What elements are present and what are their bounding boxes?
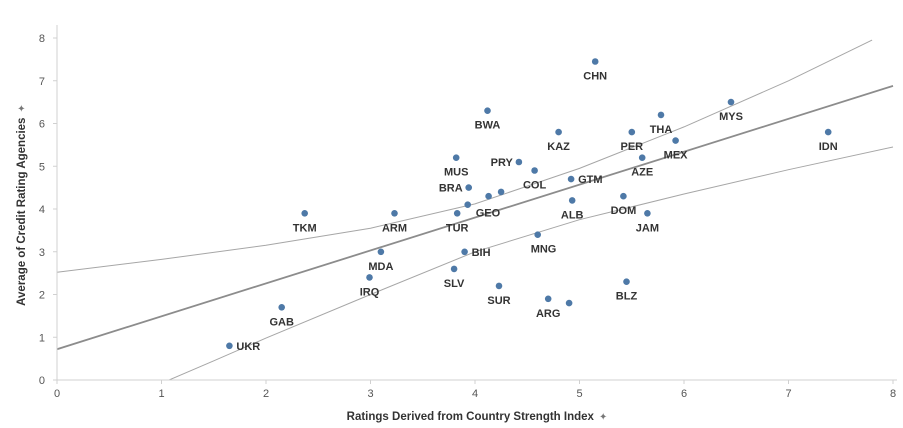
confidence-band [57, 39, 894, 380]
x-tick-label: 6 [681, 388, 687, 400]
point-label: ARM [382, 222, 407, 234]
data-point [591, 58, 599, 65]
point-label: CHN [583, 71, 607, 83]
data-point [377, 248, 385, 256]
data-point [452, 154, 460, 161]
data-point [495, 282, 503, 290]
y-tick-label: 8 [39, 33, 45, 45]
x-tick-label: 0 [54, 388, 60, 400]
point-label: JAM [636, 222, 659, 234]
x-axis-title: Ratings Derived from Country Strength In… [347, 411, 608, 423]
x-tick-label: 7 [785, 388, 791, 400]
data-point [465, 184, 473, 191]
data-point [534, 231, 541, 238]
data-point [453, 210, 461, 217]
point-label: THA [650, 124, 673, 136]
data-point [515, 158, 523, 166]
point-label: IDN [819, 141, 838, 153]
axes: 0 1 2 3 4 5 6 7 8 0 1 2 3 4 5 6 7 8 [39, 25, 897, 400]
data-point [544, 295, 552, 303]
data-point [366, 274, 373, 281]
point-label: IRQ [360, 286, 380, 298]
trend-line-group [57, 85, 894, 351]
data-point [484, 107, 491, 114]
data-point [485, 192, 492, 200]
data-point [620, 192, 627, 200]
point-label: BWA [475, 120, 501, 132]
point-label: COL [523, 180, 547, 192]
lower-confidence-line [167, 146, 894, 380]
point-label: SUR [487, 295, 510, 307]
data-point [555, 128, 562, 136]
point-label: TUR [446, 222, 469, 234]
x-axis-pin-icon: ✦ [599, 412, 607, 423]
data-point [672, 137, 679, 144]
y-axis-pin-icon: ✦ [17, 104, 28, 112]
data-point [461, 248, 468, 256]
x-tick-label: 5 [576, 388, 582, 400]
data-point [623, 278, 630, 286]
y-tick-label: 4 [39, 204, 45, 216]
point-label: MNG [531, 244, 557, 256]
data-point [497, 188, 505, 196]
data-point [391, 210, 398, 217]
data-point [565, 299, 573, 307]
data-point [464, 201, 472, 208]
point-label: MEX [664, 150, 689, 162]
point-label: ALB [561, 209, 584, 221]
point-label: BLZ [616, 291, 638, 303]
data-point [727, 98, 735, 106]
data-point [824, 128, 832, 136]
data-point [531, 167, 538, 174]
x-tick-label: 8 [890, 388, 896, 400]
point-label: GEO [476, 208, 501, 220]
data-point [657, 111, 665, 119]
y-axis-title: Average of Credit Rating Agencies✦ [16, 104, 28, 306]
y-tick-label: 3 [39, 247, 45, 259]
point-label: KAZ [547, 141, 570, 153]
trend-line [57, 85, 894, 351]
data-point [644, 210, 651, 217]
y-tick-label: 1 [39, 332, 45, 344]
point-labels: CHN MYS BWA THA KAZ PER IDN MEX AZE MUS PRY COL GTM B… [236, 71, 837, 353]
data-point [301, 210, 309, 217]
data-point [628, 128, 636, 136]
data-point [568, 197, 576, 204]
point-label: SLV [444, 278, 465, 290]
point-label: PRY [491, 157, 514, 169]
y-tick-label: 6 [39, 119, 45, 131]
x-tick-label: 2 [263, 388, 269, 400]
x-tick-label: 1 [158, 388, 164, 400]
x-tick-label: 4 [472, 388, 478, 400]
point-label: MYS [719, 111, 743, 123]
point-label: DOM [611, 205, 637, 217]
upper-confidence-line [57, 39, 873, 273]
point-label: GTM [578, 174, 602, 186]
data-point [450, 265, 458, 273]
y-tick-label: 7 [39, 76, 45, 88]
point-label: GAB [269, 316, 294, 328]
data-point [567, 175, 575, 183]
point-label: ARG [536, 308, 560, 320]
y-tick-label: 2 [39, 290, 45, 302]
point-label: AZE [631, 167, 653, 179]
point-label: PER [620, 141, 643, 153]
data-point [638, 154, 646, 161]
point-label: UKR [236, 341, 260, 353]
point-label: BRA [439, 183, 463, 195]
point-label: BIH [472, 247, 491, 259]
point-label: MUS [444, 167, 468, 179]
data-points [226, 58, 832, 350]
x-tick-label: 3 [367, 388, 373, 400]
data-point [226, 342, 233, 350]
point-label: MDA [368, 261, 393, 273]
y-tick-label: 0 [39, 375, 45, 387]
data-point [278, 304, 286, 311]
y-tick-label: 5 [39, 161, 45, 173]
point-label: TKM [293, 222, 317, 234]
